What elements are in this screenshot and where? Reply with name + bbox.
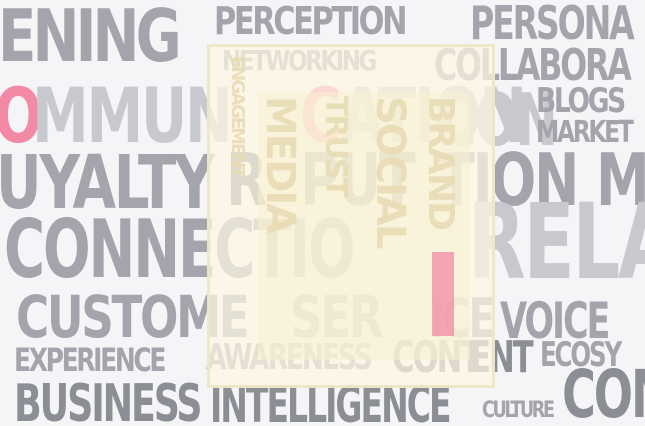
word-persona: PERSONA xyxy=(470,0,635,50)
word-market: MARKET xyxy=(536,115,634,150)
word-ecosy: ECOSY xyxy=(540,335,622,375)
word-blogs: BLOGS xyxy=(536,81,626,121)
word-m: M xyxy=(596,138,645,222)
frame-word-trust: TRUST xyxy=(318,96,353,196)
word-culture: CULTURE xyxy=(482,398,555,423)
frame-word-engagement: ENGAGEMENT xyxy=(227,56,248,177)
pink-accent-bar xyxy=(432,252,454,336)
word-ening: ENING xyxy=(0,0,182,78)
word-business: BUSINESS xyxy=(14,374,202,426)
frame-word-brand: BRAND xyxy=(420,96,461,230)
word-rela: RELA xyxy=(468,181,645,303)
word-uyalty: UYALTY xyxy=(0,140,215,226)
frame-word-media: MEDIA xyxy=(257,96,303,233)
word-com: COM xyxy=(562,356,645,426)
word-perception: PERCEPTION xyxy=(214,0,408,43)
word-o-accent: O xyxy=(0,78,42,154)
word-mmun: MMUN xyxy=(32,71,233,160)
frame-word-social: SOCIAL xyxy=(367,96,413,248)
word-experience: EXPERIENCE xyxy=(14,341,166,379)
word-voice: VOICE xyxy=(500,292,610,350)
